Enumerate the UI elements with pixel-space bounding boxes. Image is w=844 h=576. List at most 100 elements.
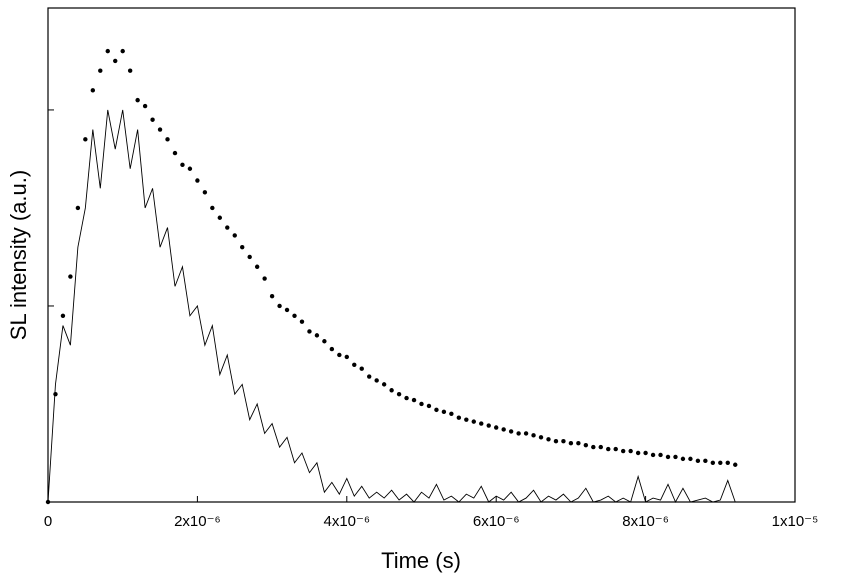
data-point <box>254 264 260 269</box>
data-point <box>523 431 529 436</box>
data-point <box>142 103 148 109</box>
data-point <box>105 48 110 54</box>
data-point <box>464 417 469 422</box>
data-point <box>568 440 574 446</box>
data-point <box>90 88 96 93</box>
data-point <box>120 48 125 54</box>
data-point <box>441 409 447 415</box>
data-point <box>546 437 551 442</box>
data-point <box>180 162 185 168</box>
x-tick-label: 2x10⁻⁶ <box>174 513 221 530</box>
x-tick-label: 6x10⁻⁶ <box>473 513 520 530</box>
data-point <box>456 415 462 420</box>
data-point <box>718 460 723 465</box>
data-point <box>561 439 566 444</box>
data-point <box>673 454 678 460</box>
data-point <box>344 354 349 360</box>
data-point <box>60 313 66 318</box>
data-point <box>628 448 633 454</box>
data-point <box>688 456 693 462</box>
data-point <box>127 68 133 73</box>
data-point <box>284 307 290 313</box>
data-point <box>680 456 686 462</box>
data-point <box>494 425 499 430</box>
data-point <box>419 401 424 407</box>
data-point <box>635 450 641 456</box>
data-point <box>113 58 118 64</box>
data-point <box>710 460 716 465</box>
data-point <box>576 440 581 446</box>
data-point <box>733 462 738 467</box>
data-point <box>389 388 394 393</box>
signal-line <box>47 109 736 504</box>
data-point <box>411 397 417 403</box>
data-point <box>202 190 208 195</box>
data-point <box>486 423 491 428</box>
x-tick-label: 0 <box>44 513 52 530</box>
data-point <box>157 127 163 132</box>
data-point <box>479 421 484 426</box>
data-point <box>374 378 379 383</box>
data-point <box>269 293 275 299</box>
data-point <box>396 391 402 397</box>
data-point <box>606 446 611 452</box>
data-point <box>695 458 701 464</box>
data-point <box>538 435 544 440</box>
data-point <box>232 233 237 238</box>
data-point <box>591 444 596 450</box>
data-point <box>98 68 103 73</box>
data-point <box>187 166 193 171</box>
data-point <box>352 362 357 367</box>
data-point <box>359 366 364 371</box>
data-point <box>426 403 432 409</box>
data-point <box>75 205 81 211</box>
data-point <box>322 339 327 344</box>
data-point <box>531 433 536 438</box>
data-point <box>135 97 140 103</box>
data-point <box>217 215 223 220</box>
data-point <box>471 419 476 424</box>
data-point <box>643 450 648 456</box>
data-point <box>658 452 663 458</box>
data-point <box>598 444 603 450</box>
data-point <box>613 446 618 452</box>
data-point <box>240 244 245 250</box>
data-point <box>665 454 671 460</box>
x-axis-title: Time (s) <box>381 548 461 573</box>
data-point <box>620 448 626 454</box>
data-point <box>292 313 297 318</box>
data-point <box>367 374 372 379</box>
data-point <box>703 458 708 464</box>
data-point <box>210 205 215 211</box>
data-point <box>501 427 506 432</box>
data-point <box>53 391 58 397</box>
data-point <box>404 395 409 401</box>
data-point <box>516 431 521 436</box>
data-point <box>299 319 305 324</box>
data-point <box>449 411 454 416</box>
data-point <box>195 178 200 183</box>
data-point <box>68 274 73 279</box>
data-point <box>150 117 155 122</box>
plot-frame <box>47 7 796 503</box>
data-point <box>314 333 320 338</box>
data-point <box>553 439 559 444</box>
data-point <box>225 225 230 230</box>
data-point <box>583 442 589 448</box>
data-point <box>247 254 252 260</box>
data-point <box>307 329 312 334</box>
y-axis-title: SL intensity (a.u.) <box>6 170 31 340</box>
data-point <box>172 150 178 156</box>
data-point <box>725 460 730 465</box>
x-tick-label: 4x10⁻⁶ <box>323 513 370 530</box>
data-point <box>262 276 267 281</box>
data-point <box>83 137 88 142</box>
data-point <box>434 407 439 413</box>
data-point <box>381 382 387 387</box>
data-point <box>337 352 342 358</box>
data-point <box>165 137 170 142</box>
x-tick-label: 8x10⁻⁶ <box>622 513 669 530</box>
data-point <box>650 452 656 458</box>
